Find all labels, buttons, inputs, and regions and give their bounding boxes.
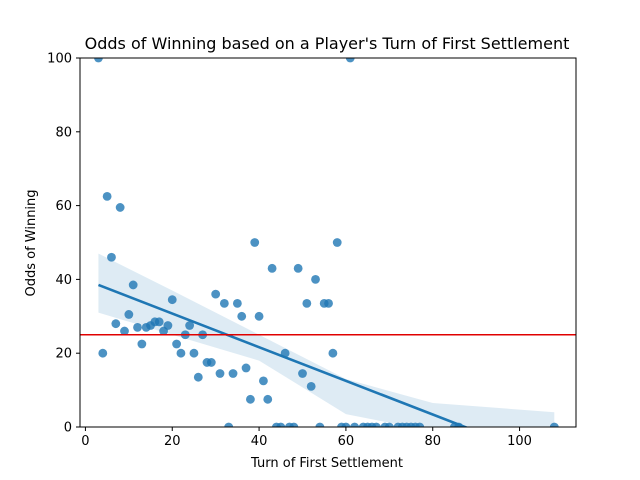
data-point [167, 295, 177, 305]
data-point [341, 422, 351, 427]
x-tick-label: 40 [251, 434, 268, 449]
x-tick-label: 0 [81, 434, 89, 449]
plot-frame [79, 57, 577, 428]
data-point [415, 422, 425, 427]
data-point [250, 238, 260, 247]
y-tick-label: 100 [47, 52, 72, 67]
data-point [232, 298, 242, 308]
x-tick-label: 60 [338, 434, 355, 449]
data-point [219, 298, 229, 308]
data-point [324, 298, 333, 308]
y-axis-label: Odds of Winning [24, 189, 39, 296]
data-point [315, 422, 325, 427]
data-point [172, 339, 181, 349]
data-point [107, 252, 116, 262]
data-point [224, 422, 234, 427]
data-point [267, 263, 277, 273]
data-point [215, 369, 225, 378]
data-point [263, 394, 273, 404]
x-tick-label: 20 [164, 434, 181, 449]
data-point [128, 280, 138, 290]
data-point [189, 348, 199, 358]
data-point [549, 422, 559, 427]
confidence-band [98, 253, 555, 427]
data-point [328, 348, 338, 358]
data-point [120, 326, 129, 336]
data-point [102, 191, 112, 201]
regression-line [97, 283, 469, 427]
data-point [115, 203, 125, 212]
data-point [384, 422, 394, 427]
data-point [311, 275, 320, 284]
data-point [293, 263, 303, 273]
y-tick-label: 80 [55, 125, 72, 140]
y-tick-label: 60 [55, 199, 72, 214]
data-point [206, 358, 216, 367]
data-point [298, 369, 307, 378]
data-point [111, 319, 121, 329]
data-point [137, 339, 147, 349]
data-point [371, 422, 381, 427]
data-point [154, 317, 164, 327]
data-point [259, 376, 268, 386]
data-point [306, 382, 316, 391]
chart-title: Odds of Winning based on a Player's Turn… [85, 34, 570, 53]
data-point [124, 310, 134, 319]
x-axis-label: Turn of First Settlement [250, 456, 403, 471]
data-point [163, 321, 173, 330]
data-point [302, 298, 312, 308]
y-tick-label: 40 [55, 273, 72, 288]
data-point [332, 238, 342, 247]
data-point [350, 422, 359, 427]
y-tick-label: 0 [64, 421, 72, 436]
data-point [237, 311, 247, 321]
data-point [245, 394, 255, 404]
y-tick-label: 20 [55, 347, 72, 362]
data-point [133, 322, 142, 332]
data-point [185, 321, 195, 330]
data-point [276, 422, 286, 427]
data-point [289, 422, 299, 427]
data-point [211, 289, 221, 299]
x-tick-label: 100 [507, 434, 532, 449]
plot-area: 0 20 40 60 80 100 0 20 40 60 80 100 [47, 52, 577, 449]
plot-content [94, 58, 559, 427]
data-point [193, 372, 203, 382]
data-point [176, 348, 186, 358]
data-point [345, 58, 355, 63]
data-point [94, 58, 103, 63]
x-tick-label: 80 [424, 434, 441, 449]
data-point [254, 311, 264, 321]
data-point [241, 363, 251, 373]
data-point [228, 369, 238, 378]
data-point [98, 348, 108, 358]
